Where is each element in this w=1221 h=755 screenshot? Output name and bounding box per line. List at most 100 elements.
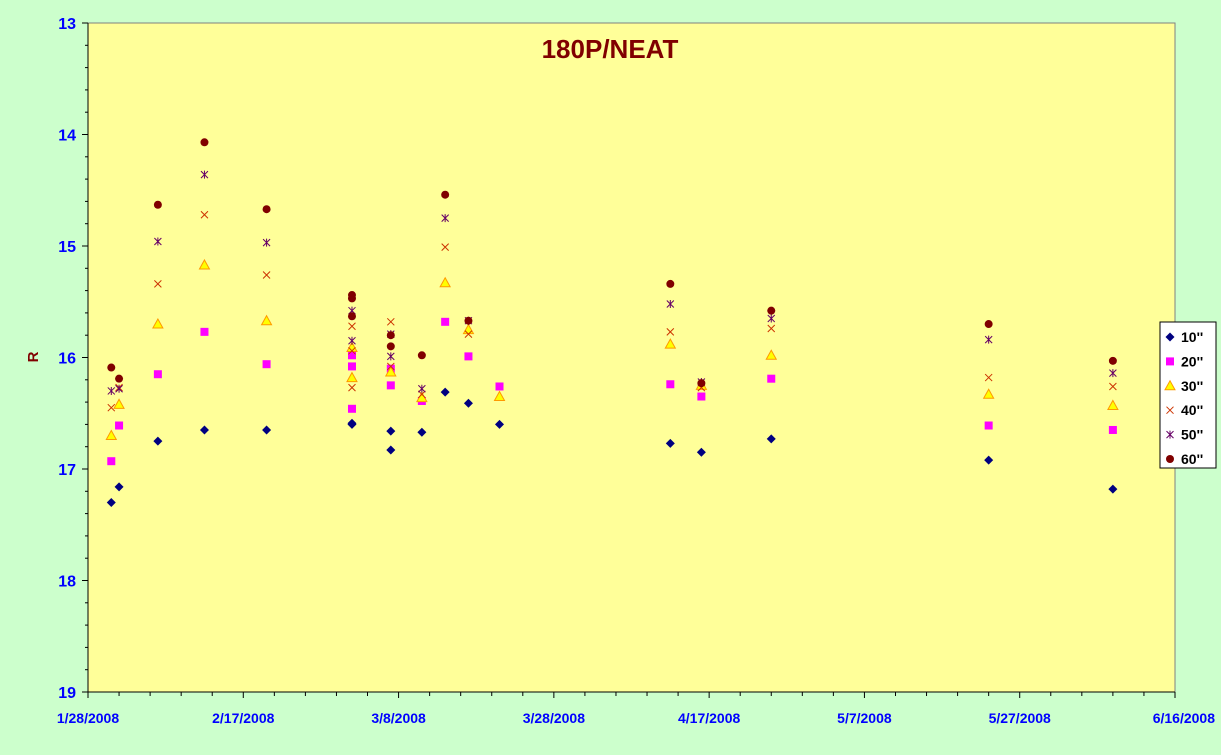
data-point xyxy=(262,425,272,435)
data-point xyxy=(441,190,450,199)
data-point xyxy=(386,352,395,361)
y-tick-label: 15 xyxy=(58,239,76,256)
data-point xyxy=(347,294,356,303)
data-point xyxy=(154,237,162,246)
legend-label: 30'' xyxy=(1181,378,1203,394)
data-point xyxy=(200,170,209,179)
x-tick-label: 5/7/2008 xyxy=(837,710,892,726)
x-tick-label: 6/16/2008 xyxy=(1153,710,1215,726)
data-point xyxy=(386,331,395,340)
y-tick-label: 13 xyxy=(58,16,76,33)
data-point xyxy=(984,320,993,329)
data-point xyxy=(1108,425,1117,434)
data-point xyxy=(154,280,162,288)
data-series xyxy=(105,138,1119,507)
data-point xyxy=(440,387,450,397)
data-point xyxy=(495,419,505,429)
data-point xyxy=(107,403,116,412)
data-point xyxy=(418,384,426,393)
data-point xyxy=(1109,369,1117,378)
x-tick-label: 1/28/2008 xyxy=(57,710,119,726)
data-point xyxy=(767,324,776,333)
data-point xyxy=(697,392,706,401)
data-point xyxy=(262,238,271,247)
x-tick-label: 4/17/2008 xyxy=(678,710,740,726)
series-60-arcsec xyxy=(107,138,1117,388)
data-point xyxy=(666,299,675,308)
data-point xyxy=(153,436,163,446)
data-point xyxy=(260,314,273,326)
data-point xyxy=(113,398,125,409)
plot-area xyxy=(87,22,1176,693)
data-point xyxy=(152,318,164,329)
data-point xyxy=(664,338,677,349)
legend-box xyxy=(1159,321,1217,469)
data-point xyxy=(464,316,473,325)
data-point xyxy=(666,328,675,336)
data-point xyxy=(984,335,993,344)
data-point xyxy=(153,370,162,379)
data-point xyxy=(115,374,124,383)
chart-title: 180P/NEAT xyxy=(542,34,679,64)
data-point xyxy=(114,482,124,492)
data-point xyxy=(106,497,116,507)
legend-label: 20'' xyxy=(1181,353,1203,369)
series-40-arcsec xyxy=(107,210,1117,412)
data-point xyxy=(386,317,395,326)
data-point xyxy=(348,346,356,355)
legend-label: 40'' xyxy=(1181,402,1203,418)
data-point xyxy=(493,390,506,402)
x-tick-label: 3/8/2008 xyxy=(371,710,426,726)
x-axis: 1/28/2008 2/17/2008 3/8/2008 3/28/2008 4/17/… xyxy=(57,691,1215,726)
data-point xyxy=(666,279,675,288)
data-point xyxy=(262,205,271,214)
data-point xyxy=(107,363,116,372)
data-point xyxy=(346,371,358,383)
x-tick-label: 5/27/2008 xyxy=(989,710,1051,726)
data-point xyxy=(347,312,356,321)
data-point xyxy=(1107,399,1119,410)
legend-marker xyxy=(1166,455,1174,463)
y-tick-label: 18 xyxy=(58,574,76,591)
data-point xyxy=(463,398,473,408)
data-point xyxy=(767,306,776,315)
data-point xyxy=(386,426,396,436)
data-point xyxy=(1108,356,1117,365)
data-point xyxy=(666,380,675,389)
data-point xyxy=(200,138,209,147)
data-point xyxy=(386,362,395,371)
data-point xyxy=(199,425,209,435)
data-point xyxy=(696,447,706,457)
data-point xyxy=(418,390,426,399)
data-point xyxy=(107,386,116,395)
data-point xyxy=(767,314,776,323)
data-point xyxy=(347,419,357,429)
data-point xyxy=(384,365,397,377)
data-point xyxy=(105,429,118,441)
legend-label: 50'' xyxy=(1181,427,1203,443)
data-point xyxy=(200,327,209,336)
data-point xyxy=(115,421,124,430)
y-tick-label: 14 xyxy=(58,128,76,145)
legend: 10'' 20'' 30'' 40'' 50'' 60'' xyxy=(1159,321,1217,469)
legend-marker xyxy=(1165,332,1175,342)
data-point xyxy=(697,379,706,388)
y-tick-label: 16 xyxy=(58,351,76,368)
data-point xyxy=(348,322,356,331)
data-point xyxy=(984,421,993,430)
data-point xyxy=(439,276,452,288)
y-axis-label: R xyxy=(25,351,42,362)
data-point xyxy=(765,349,778,360)
data-point xyxy=(348,336,356,345)
data-point xyxy=(262,271,271,279)
data-point xyxy=(982,388,995,399)
data-point xyxy=(1108,484,1118,494)
data-point xyxy=(347,362,356,371)
data-point xyxy=(386,381,395,390)
data-point xyxy=(115,384,123,393)
legend-label: 10'' xyxy=(1181,329,1203,345)
data-point xyxy=(198,258,211,270)
data-point xyxy=(984,455,994,465)
